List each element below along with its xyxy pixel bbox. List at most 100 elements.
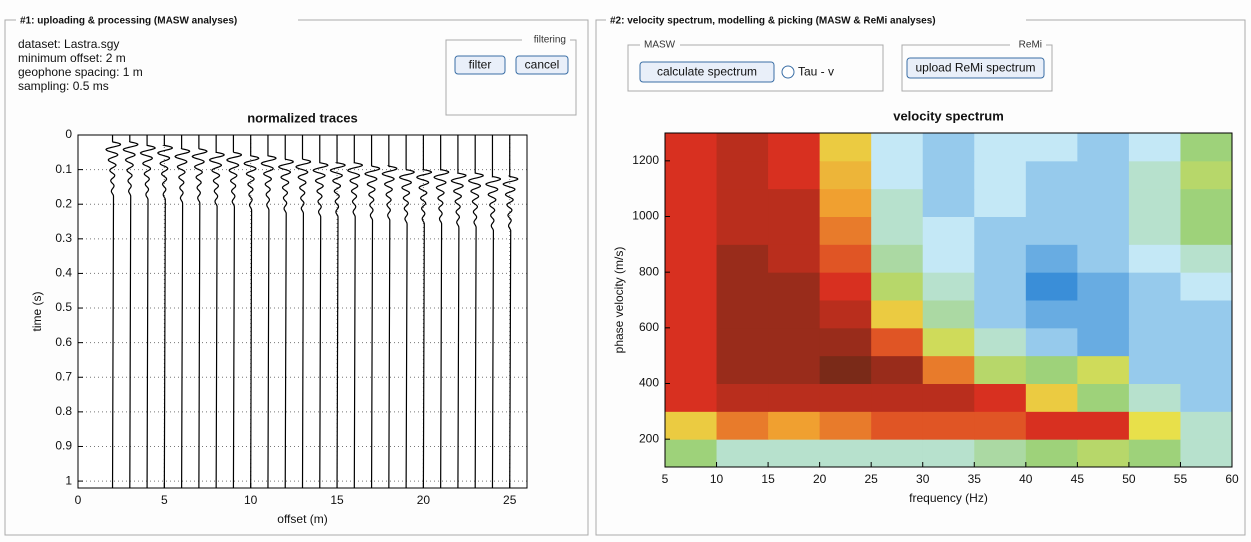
calculate-spectrum-button[interactable]: calculate spectrum (639, 61, 775, 83)
panel-title: #1: uploading & processing (MASW analyse… (20, 16, 237, 27)
x-tick-label: 35 (968, 472, 982, 486)
heatmap-cell (819, 133, 872, 162)
heatmap-cell (974, 272, 1027, 301)
trace (105, 135, 122, 489)
heatmap-cell (819, 383, 872, 412)
heatmap-cell (1025, 300, 1078, 329)
heatmap-cell (1077, 133, 1130, 162)
heatmap-cell (1025, 244, 1078, 273)
heatmap-cell (819, 411, 872, 440)
legend-bg (640, 39, 680, 51)
heatmap-cell (974, 188, 1027, 217)
heatmap-cell (665, 188, 718, 217)
group-border (901, 44, 1053, 92)
heatmap-cell (1025, 133, 1078, 162)
heatmap-cell (871, 160, 924, 190)
heatmap-cell (819, 300, 872, 329)
trace (467, 135, 484, 489)
trace (381, 135, 398, 489)
x-tick-label: 40 (1019, 472, 1033, 486)
x-tick-label: 15 (761, 472, 775, 486)
trace (450, 135, 467, 489)
x-tick-label: 10 (710, 472, 724, 486)
heatmap-cell (922, 300, 975, 329)
heatmap-cell (1128, 216, 1181, 245)
y-tick-label: 800 (639, 264, 659, 278)
y-axis-label: phase velocity (m/s) (612, 247, 626, 354)
button-frame (639, 61, 775, 83)
heatmap-cell (1128, 327, 1181, 357)
heatmap-cell (768, 300, 821, 329)
heatmap-cell (1128, 160, 1181, 190)
heatmap-cell (1180, 327, 1233, 357)
upload-remi-button[interactable]: upload ReMi spectrum (906, 57, 1045, 79)
heatmap-cell (716, 355, 769, 384)
radio-label: Tau - v (798, 65, 834, 79)
info-line: sampling: 0.5 ms (18, 79, 109, 93)
heatmap-cell (974, 355, 1027, 384)
group-legend: filtering (534, 35, 566, 46)
heatmap-cell (871, 327, 924, 357)
heatmap-cell (1077, 188, 1130, 217)
heatmap-cell (768, 383, 821, 412)
heatmap-cell (871, 244, 924, 273)
heatmap-cell (1128, 439, 1181, 468)
heatmap-cell (819, 355, 872, 384)
heatmap-cell (1077, 216, 1130, 245)
x-tick-label: 50 (1122, 472, 1136, 486)
tau-v-radio[interactable]: Tau - v (781, 65, 834, 79)
filter-button[interactable]: filter (454, 55, 506, 75)
legend-bg (1010, 39, 1046, 51)
trace (295, 135, 312, 489)
y-tick-label: 1 (65, 473, 72, 487)
heatmap-cell (1180, 216, 1233, 245)
trace (243, 135, 260, 489)
heatmap-cell (1180, 188, 1233, 217)
trace (157, 135, 173, 489)
info-line: dataset: Lastra.sgy (18, 37, 119, 51)
x-tick-label: 5 (161, 493, 168, 507)
heatmap-cell (974, 244, 1027, 273)
x-tick-label: 25 (503, 493, 517, 507)
trace (174, 135, 191, 489)
heatmap-cell (768, 272, 821, 301)
heatmap-cell (819, 272, 872, 301)
trace (347, 135, 363, 489)
trace (416, 135, 433, 489)
y-tick-label: 0.1 (55, 162, 72, 176)
trace (329, 135, 346, 489)
y-tick-label: 0.7 (55, 369, 72, 383)
y-tick-label: 0 (65, 127, 72, 141)
heatmap-cell (974, 300, 1027, 329)
x-tick-label: 5 (662, 472, 669, 486)
heatmap-cell (1128, 300, 1181, 329)
heatmap-cell (716, 300, 769, 329)
x-tick-label: 60 (1225, 472, 1239, 486)
panel-title: #2: velocity spectrum, modelling & picki… (610, 16, 936, 27)
y-tick-label: 200 (639, 431, 659, 445)
y-tick-label: 0.4 (55, 266, 72, 280)
heatmap-cell (871, 133, 924, 162)
heatmap-cell (1025, 188, 1078, 217)
heatmap-cell (716, 244, 769, 273)
heatmap-cell (1077, 300, 1130, 329)
heatmap-cell (871, 272, 924, 301)
heatmap-cell (922, 327, 975, 357)
y-tick-label: 1000 (632, 209, 659, 223)
heatmap-cell (716, 411, 769, 440)
heatmap-cell (1128, 133, 1181, 162)
heatmap-cell (1180, 244, 1233, 273)
heatmap-cell (974, 160, 1027, 190)
y-tick-label: 0.6 (55, 335, 72, 349)
cancel-button[interactable]: cancel (515, 55, 569, 75)
group-border (445, 39, 577, 116)
heatmap-cell (1128, 188, 1181, 217)
heatmap-cell (1077, 327, 1130, 357)
heatmap-cell (716, 160, 769, 190)
heatmap-cell (1025, 439, 1078, 468)
info-line: minimum offset: 2 m (18, 51, 126, 65)
x-tick-label: 25 (865, 472, 879, 486)
heatmap-cell (1077, 411, 1130, 440)
